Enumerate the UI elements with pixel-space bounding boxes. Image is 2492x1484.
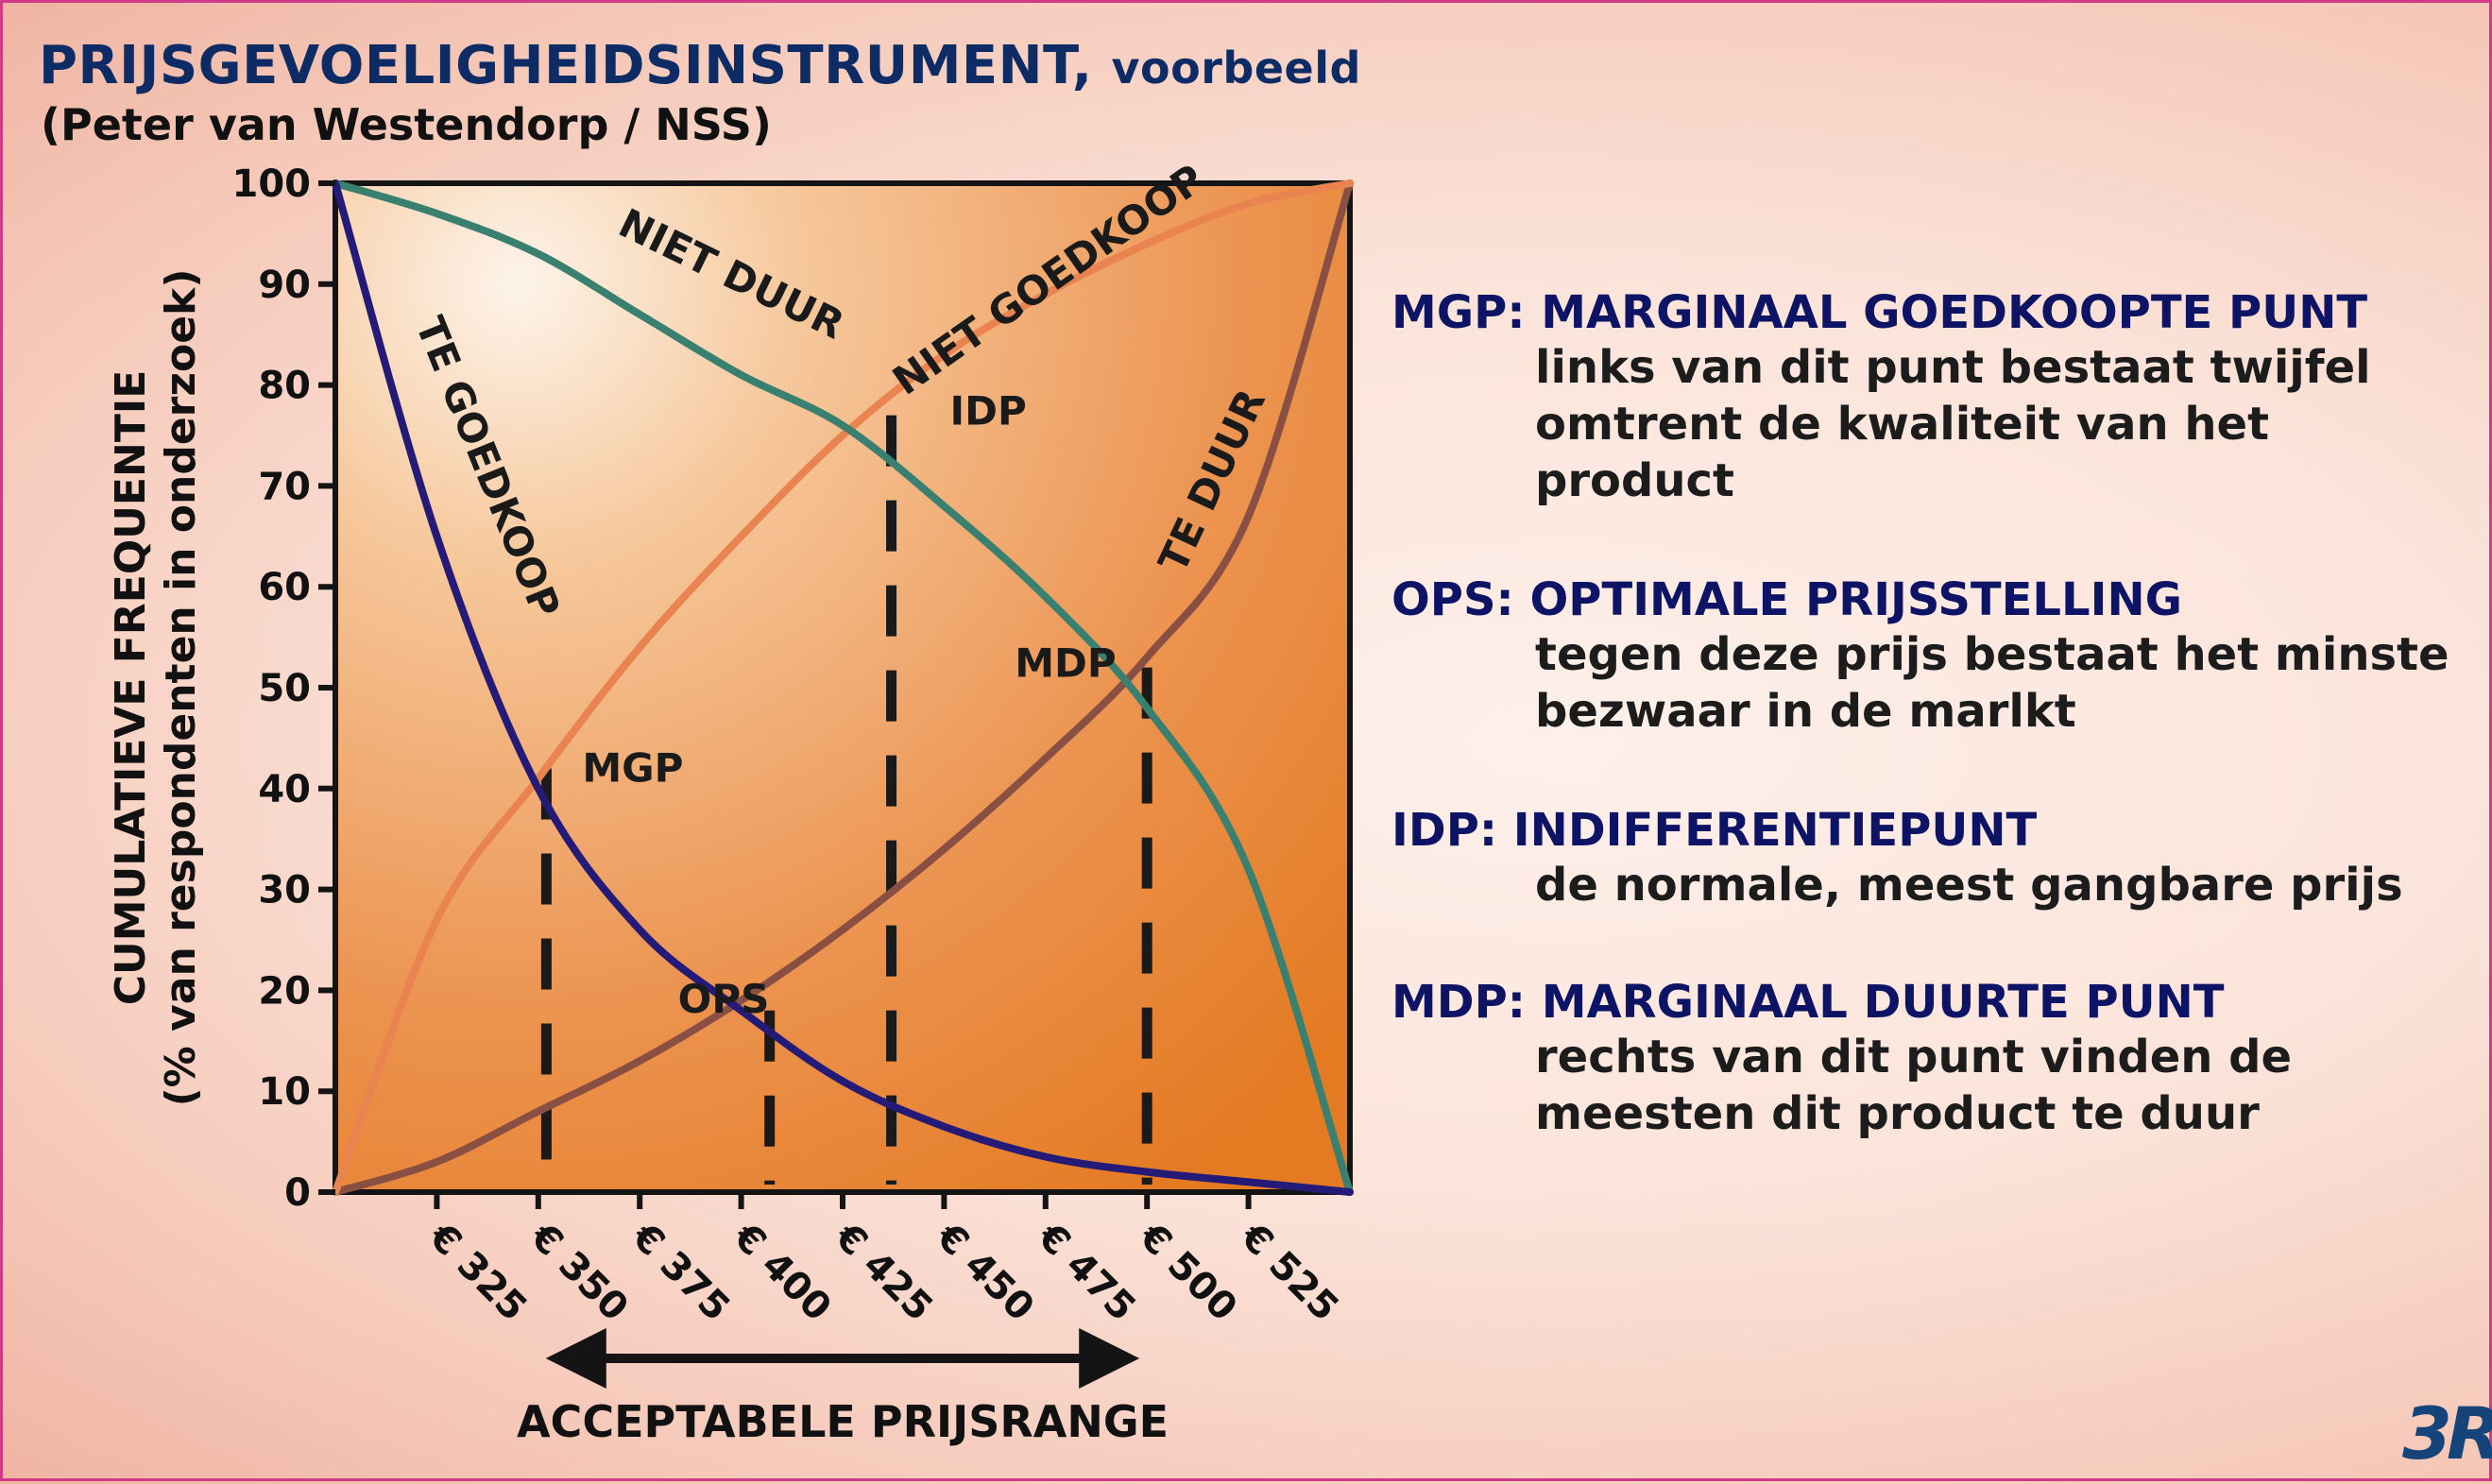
te-duur-curve (332, 179, 1354, 1196)
y-tick-label: 30 (258, 869, 311, 913)
x-axis-title: ACCEPTABELE PRIJSRANGE (517, 1396, 1169, 1447)
y-tick-label: 70 (258, 465, 311, 508)
legend-description: tegen deze prijs bestaat het minste (1535, 628, 2449, 681)
legend-item: IDP: INDIFFERENTIEPUNT de normale, meest … (1391, 804, 2403, 913)
legend-description: omtrent de kwaliteit van het (1535, 398, 2270, 451)
range-arrow-left-head (545, 1328, 606, 1389)
legend-item: OPS: OPTIMALE PRIJSSTELLING tegen deze pr… (1391, 573, 2449, 740)
legend-description: links van dit punt bestaat twijfel (1535, 341, 2371, 394)
legend-description: product (1535, 454, 1734, 507)
point-label-ops: OPS (678, 976, 770, 1022)
niet-duur-curve (332, 179, 1354, 1196)
y-tick-label: 100 (232, 162, 312, 206)
x-tick-label: € 500 (1130, 1215, 1245, 1330)
legend-heading: OPS: OPTIMALE PRIJSSTELLING (1391, 573, 2183, 626)
brand-logo: 3R (2402, 1391, 2492, 1475)
te-goedkoop-curve (332, 179, 1354, 1196)
y-tick-label: 20 (258, 969, 311, 1013)
x-tick-label: € 450 (928, 1215, 1043, 1330)
legend-description: bezwaar in de marlkt (1535, 685, 2076, 738)
legend-heading: MDP: MARGINAAL DUURTE PUNT (1391, 976, 2225, 1029)
page-title: PRIJSGEVOELIGHEIDSINSTRUMENT, voorbeeld (39, 35, 1361, 96)
y-axis-subtitle: (% van respondenten in onderzoek) (157, 269, 205, 1107)
plot-area (333, 180, 1353, 1195)
x-tick-label: € 350 (521, 1215, 637, 1330)
legend-description: de normale, meest gangbare prijs (1535, 859, 2403, 912)
x-tick-label: € 400 (725, 1215, 840, 1330)
page-subtitle: (Peter van Westendorp / NSS) (41, 99, 772, 150)
title-main: PRIJSGEVOELIGHEIDSINSTRUMENT, (39, 35, 1093, 96)
y-tick-label: 50 (258, 667, 311, 710)
legend-description: meesten dit product te duur (1535, 1087, 2260, 1140)
y-tick-label: 40 (258, 768, 311, 811)
y-axis-title: CUMULATIEVE FREQUENTIE (107, 370, 155, 1006)
legend-item: MGP: MARGINAAL GOEDKOOPTE PUNT links van … (1391, 286, 2371, 509)
niet-goedkoop-curve (332, 179, 1354, 1196)
y-tick-label: 0 (284, 1171, 311, 1215)
legend-heading: IDP: INDIFFERENTIEPUNT (1391, 804, 2038, 857)
y-tick-label: 60 (258, 566, 311, 609)
legend-heading: MGP: MARGINAAL GOEDKOOPTE PUNT (1391, 286, 2368, 339)
point-label-mdp: MDP (1015, 640, 1116, 687)
y-tick-label: 90 (258, 264, 311, 307)
x-tick-label: € 525 (1232, 1215, 1347, 1330)
x-tick-label: € 375 (623, 1215, 738, 1330)
y-tick-label: 10 (258, 1070, 311, 1114)
y-tick-label: 80 (258, 365, 311, 408)
legend-item: MDP: MARGINAAL DUURTE PUNT rechts van dit… (1391, 976, 2292, 1142)
x-tick-label: € 325 (420, 1215, 536, 1330)
point-label-idp: IDP (950, 388, 1027, 435)
x-tick-label: € 425 (826, 1215, 941, 1330)
title-suffix: voorbeeld (1111, 43, 1361, 94)
x-tick-label: € 475 (1029, 1215, 1144, 1330)
range-arrow-right-head (1079, 1328, 1140, 1389)
legend-description: rechts van dit punt vinden de (1535, 1031, 2293, 1083)
point-label-mgp: MGP (582, 744, 683, 791)
